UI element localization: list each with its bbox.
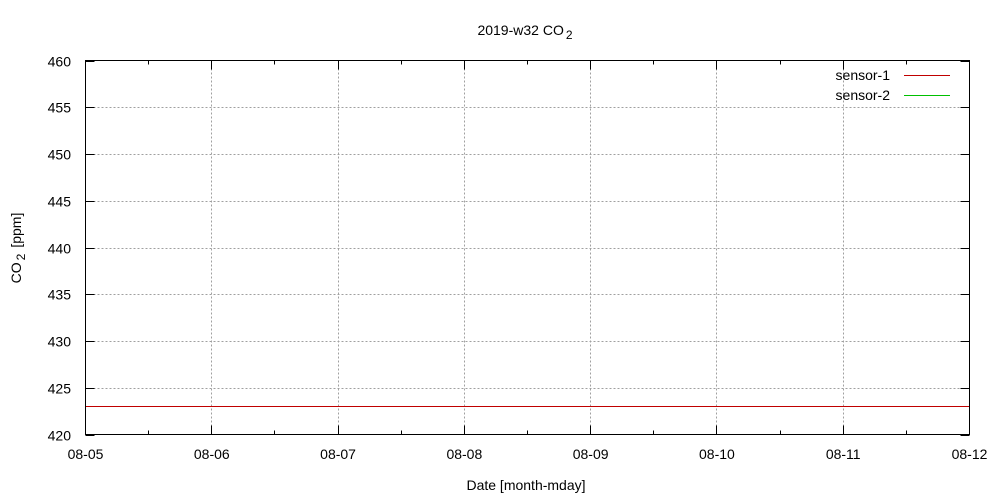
y-axis-label-unit: [ppm] (8, 213, 24, 248)
y-tick-label: 455 (48, 100, 72, 116)
y-tick-label: 420 (48, 428, 72, 444)
y-axis-label-subscript: 2 (14, 253, 28, 260)
x-axis-label: Date [month-mday] (466, 477, 585, 493)
plot-frame (85, 60, 970, 435)
legend-label-sensor-1: sensor-1 (836, 67, 891, 83)
y-tick-label: 425 (48, 381, 72, 397)
chart-title-main: 2019-w32 CO (477, 22, 563, 38)
y-tick-label: 450 (48, 147, 72, 163)
x-tick-label: 08-08 (446, 446, 482, 462)
legend: sensor-1 sensor-2 (836, 67, 950, 103)
y-axis-label-main: CO (8, 262, 24, 283)
y-tick-label: 440 (48, 241, 72, 257)
x-tick-label: 08-10 (699, 446, 735, 462)
x-tick-label: 08-09 (573, 446, 609, 462)
x-tick-label: 08-06 (194, 446, 230, 462)
x-tick-label: 08-05 (68, 446, 104, 462)
x-tick-label: 08-07 (320, 446, 356, 462)
x-tick-label: 08-11 (826, 446, 861, 462)
y-tick-label: 460 (48, 54, 72, 70)
grid-lines (85, 60, 970, 435)
chart-title: 2019-w32 CO 2 (477, 22, 572, 42)
x-tick-label: 08-12 (952, 446, 988, 462)
chart-title-subscript: 2 (566, 28, 573, 42)
legend-label-sensor-2: sensor-2 (836, 87, 891, 103)
y-tick-labels: 420 425 430 435 440 445 450 455 460 (48, 54, 72, 444)
y-tick-label: 435 (48, 287, 72, 303)
y-axis-label: CO 2 [ppm] (8, 213, 28, 284)
y-tick-label: 430 (48, 334, 72, 350)
x-tick-labels: 08-05 08-06 08-07 08-08 08-09 08-10 08-11 08-12 (68, 446, 988, 462)
y-tick-label: 445 (48, 194, 72, 210)
